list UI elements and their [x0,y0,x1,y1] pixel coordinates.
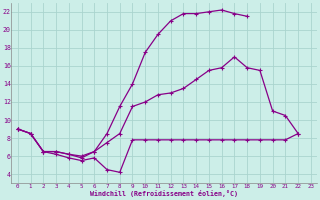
X-axis label: Windchill (Refroidissement éolien,°C): Windchill (Refroidissement éolien,°C) [90,190,238,197]
